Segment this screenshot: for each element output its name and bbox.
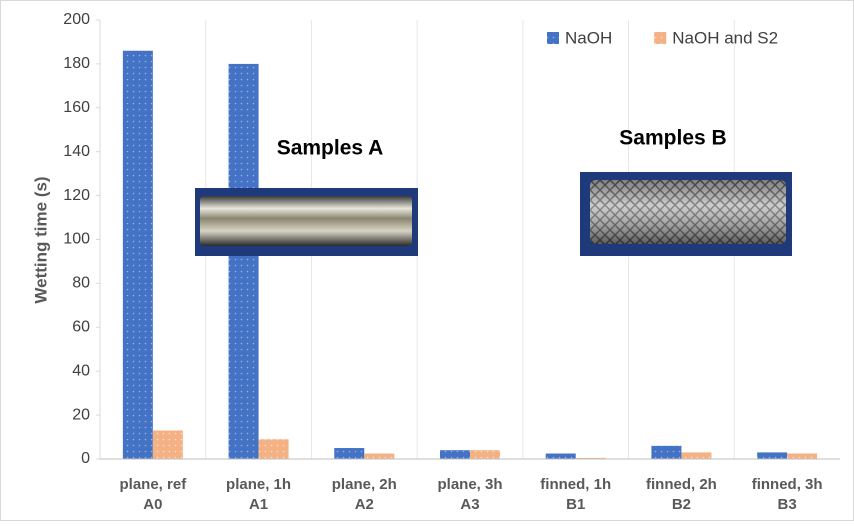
bar xyxy=(681,452,711,459)
bar xyxy=(153,430,183,459)
chart: Wetting time (s) 0 20 40 60 80 100 120 140 160 18… xyxy=(0,0,854,521)
y-tick-label: 100 xyxy=(63,231,90,248)
bar xyxy=(546,454,576,459)
x-tick-label: A0 xyxy=(143,496,162,513)
bar xyxy=(123,51,153,459)
bar xyxy=(470,450,500,459)
legend-label: NaOH and S2 xyxy=(672,28,778,47)
bar xyxy=(757,452,787,459)
x-tick-label: plane, 1h xyxy=(226,476,291,493)
bar xyxy=(229,64,259,459)
bar xyxy=(651,446,681,459)
legend-swatch xyxy=(654,32,666,44)
legend-label: NaOH xyxy=(565,28,612,47)
annotation: Samples A xyxy=(277,137,384,160)
bar xyxy=(787,454,817,459)
bar xyxy=(364,454,394,459)
y-tick-label: 80 xyxy=(72,275,90,292)
bar xyxy=(259,439,289,459)
sample-a-photo xyxy=(200,196,412,246)
x-tick-label: A2 xyxy=(355,496,374,513)
x-tick-label: A1 xyxy=(249,496,268,513)
y-tick-label: 160 xyxy=(63,99,90,116)
x-tick-label: B2 xyxy=(672,496,691,513)
y-tick-label: 0 xyxy=(81,450,90,467)
x-tick-label: B1 xyxy=(566,496,585,513)
x-tick-label: finned, 3h xyxy=(752,476,823,493)
bar xyxy=(334,448,364,459)
x-tick-label: B3 xyxy=(778,496,797,513)
x-tick-label: A3 xyxy=(460,496,479,513)
legend-swatch xyxy=(547,32,559,44)
y-tick-label: 140 xyxy=(63,143,90,160)
x-tick-label: finned, 2h xyxy=(646,476,717,493)
x-tick-label: plane, 3h xyxy=(437,476,502,493)
sample-b-photo-shade xyxy=(590,180,786,244)
y-tick-label: 20 xyxy=(72,406,90,423)
y-tick-label: 180 xyxy=(63,55,90,72)
y-tick-label: 60 xyxy=(72,319,90,336)
y-tick-label: 40 xyxy=(72,362,90,379)
x-tick-label: plane, ref xyxy=(120,476,188,493)
x-tick-label: finned, 1h xyxy=(540,476,611,493)
y-tick-label: 120 xyxy=(63,187,90,204)
annotation: Samples B xyxy=(619,127,726,150)
y-axis-label: Wetting time (s) xyxy=(31,176,50,303)
bar xyxy=(440,450,470,459)
y-tick-label: 200 xyxy=(63,11,90,28)
x-tick-label: plane, 2h xyxy=(332,476,397,493)
